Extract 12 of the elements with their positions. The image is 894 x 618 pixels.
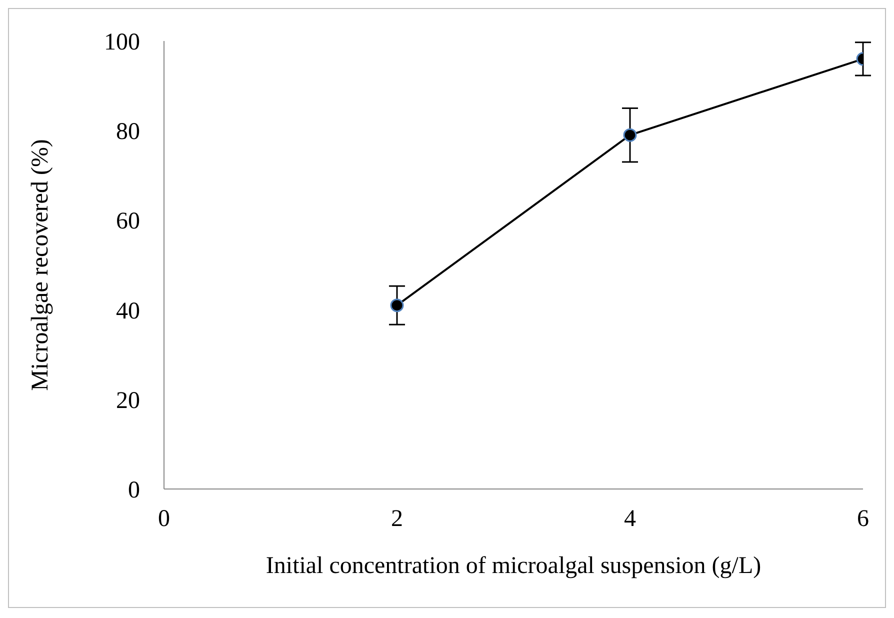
x-tick-label: 2 bbox=[391, 506, 403, 532]
x-axis-title: Initial concentration of microalgal suspension (g/L) bbox=[266, 553, 762, 579]
x-tick-label: 0 bbox=[158, 506, 170, 532]
y-tick-label: 60 bbox=[116, 208, 140, 235]
y-tick-label: 20 bbox=[116, 388, 140, 414]
x-tick-label: 4 bbox=[624, 506, 636, 532]
y-tick-label: 0 bbox=[128, 478, 140, 504]
y-axis-title: Microalgae recovered (%) bbox=[28, 139, 54, 391]
y-tick-label: 80 bbox=[116, 119, 140, 146]
y-tick-label: 40 bbox=[116, 298, 140, 324]
x-tick-label: 6 bbox=[857, 506, 869, 532]
y-tick-label: 100 bbox=[104, 30, 140, 56]
